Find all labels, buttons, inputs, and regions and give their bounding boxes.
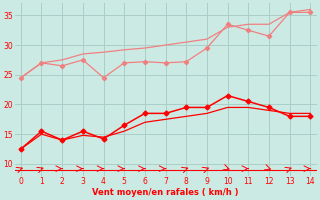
X-axis label: Vent moyen/en rafales ( km/h ): Vent moyen/en rafales ( km/h ): [92, 188, 239, 197]
